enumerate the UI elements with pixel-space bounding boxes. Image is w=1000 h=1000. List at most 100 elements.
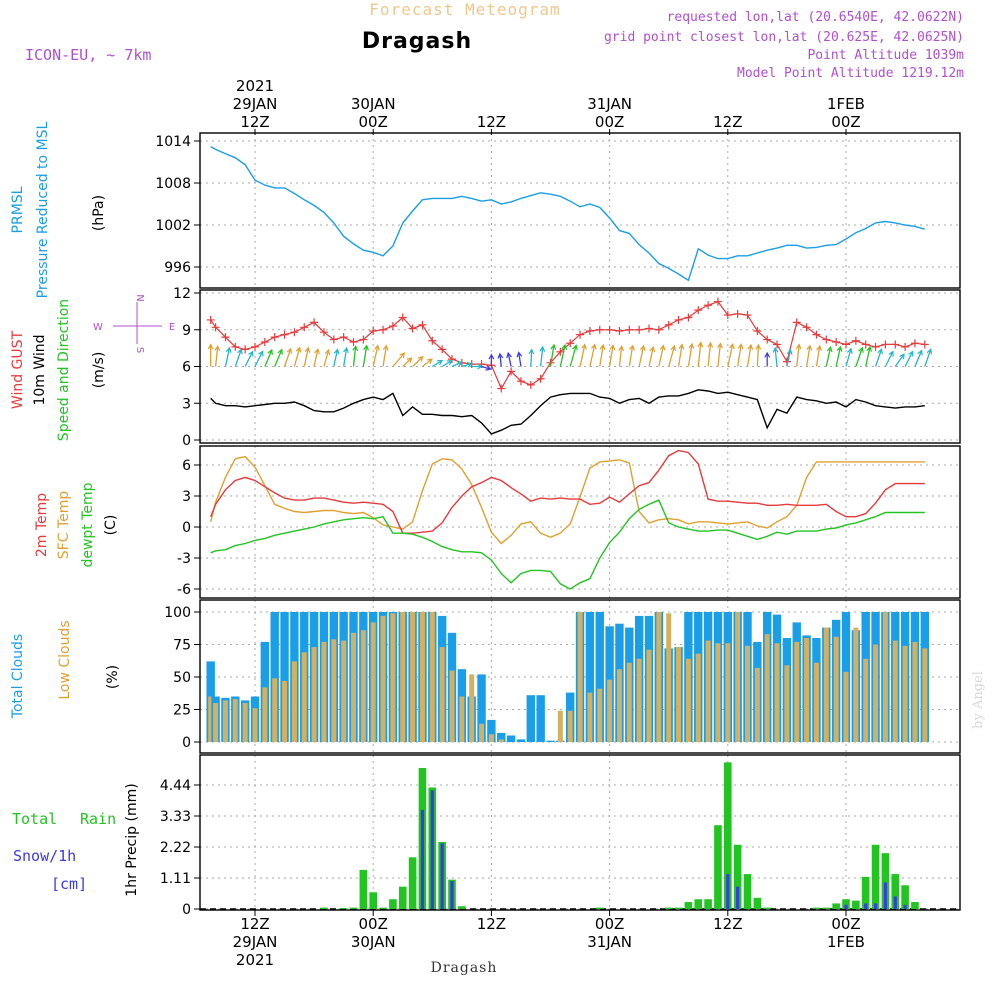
wind-arrow-head <box>343 346 349 353</box>
bar-low-clouds <box>892 640 898 742</box>
bar-rain <box>832 903 840 909</box>
bar-total-clouds <box>270 612 279 742</box>
wind-arrow <box>323 349 330 367</box>
bar-low-clouds <box>597 688 603 742</box>
y-tick-label: 6 <box>182 458 191 474</box>
gust-marker <box>792 318 801 327</box>
wind-arrow <box>343 347 348 367</box>
wind-arrow-head <box>497 352 504 359</box>
sfc-temp-label: SFC Temp <box>56 491 72 560</box>
y-tick-label: -3 <box>177 551 191 567</box>
bar-low-clouds <box>282 680 288 742</box>
bar-low-clouds <box>863 658 869 742</box>
wind-arrow <box>392 352 405 367</box>
pressure-unit-label: (hPa) <box>91 195 107 231</box>
wind-arrow-head <box>488 353 495 360</box>
bar-snow <box>420 809 425 909</box>
wind-arrow <box>333 349 339 367</box>
wind-arrow <box>855 347 863 367</box>
gust-marker <box>891 340 900 349</box>
wind-arrow <box>865 346 871 367</box>
wind-arrow-head <box>406 357 413 363</box>
bar-low-clouds <box>666 613 672 742</box>
gust-marker <box>723 311 732 320</box>
bar-low-clouds <box>557 710 563 742</box>
wind-arrow-head <box>363 344 369 351</box>
wind-arrow-head <box>314 347 320 355</box>
wind-arrow <box>264 349 273 367</box>
gust-marker <box>664 320 673 329</box>
snow-unit-label: [cm] <box>51 875 87 893</box>
bar-low-clouds <box>577 612 583 742</box>
gust-marker <box>881 340 890 349</box>
bar-snow <box>450 881 454 909</box>
wind-arrow-head <box>214 345 221 352</box>
y-tick-label: 75 <box>173 638 191 654</box>
wind-arrow-head <box>772 346 779 353</box>
panel-frame-precip <box>199 754 961 911</box>
panel-temperature: 6 3 0 -3 -6 <box>177 445 961 599</box>
bar-total-clouds <box>526 695 535 742</box>
y-tick-label: 12 <box>173 286 191 302</box>
wind-arrow <box>431 360 443 368</box>
series-sfc-temp <box>210 455 925 545</box>
bar-low-clouds <box>439 647 445 742</box>
bar-rain <box>753 897 762 909</box>
bar-low-clouds <box>459 696 465 742</box>
panel-frame-wind <box>199 289 961 444</box>
y-tick-label: 4.44 <box>160 778 191 794</box>
bar-rain <box>812 907 821 909</box>
dewpt-temp-label: dewpt Temp <box>80 482 96 567</box>
bar-low-clouds <box>705 640 711 742</box>
series-pressure <box>210 145 925 282</box>
wind-arrow <box>313 349 319 367</box>
wind-arrow <box>559 344 566 367</box>
y-tick-label: 2.22 <box>160 840 191 856</box>
wind-arrow <box>579 344 586 367</box>
bar-low-clouds <box>419 612 425 742</box>
location-title: Dragash <box>362 29 472 54</box>
bar-rain <box>389 899 397 909</box>
time-label-top: 00Z <box>359 113 388 131</box>
wind-arrow <box>352 346 357 367</box>
bar-low-clouds <box>853 627 859 742</box>
gust-marker <box>418 320 427 329</box>
wind-arrow-head <box>826 346 833 353</box>
bar-low-clouds <box>607 679 613 742</box>
compass-e: E <box>169 322 175 333</box>
requested-coords: requested lon,lat (20.6540E, 42.0622N) <box>667 10 964 25</box>
wind-arrow-head <box>207 343 214 350</box>
time-label-bottom: 29JAN <box>233 933 278 951</box>
bar-low-clouds <box>262 687 268 742</box>
gust-marker <box>773 340 782 349</box>
gust-marker <box>851 336 860 345</box>
bar-rain <box>359 869 368 909</box>
y-tick-label: 6 <box>182 360 191 376</box>
wind-arrow-head <box>466 361 473 368</box>
wind-arrow <box>254 351 264 367</box>
gust-marker <box>812 330 821 339</box>
gust-marker <box>753 326 762 335</box>
bar-low-clouds <box>685 658 691 742</box>
temp2m-label: 2m Temp <box>34 493 50 557</box>
wind-arrow <box>904 351 914 367</box>
bar-low-clouds <box>882 612 888 742</box>
wind-arrow-head <box>248 350 254 357</box>
bar-low-clouds <box>695 653 701 742</box>
time-label-top: 2021 <box>236 77 274 95</box>
wind-arrow-head <box>836 345 843 352</box>
wind-arrow <box>214 346 219 367</box>
bar-rain <box>733 844 742 909</box>
bar-rain <box>861 876 870 909</box>
wind-arrow <box>303 347 309 367</box>
gust-marker <box>339 333 348 342</box>
gust-marker <box>910 339 919 348</box>
bar-low-clouds <box>351 632 356 742</box>
y-tick-label: 50 <box>173 670 191 686</box>
bar-low-clouds <box>301 652 307 742</box>
bar-low-clouds <box>626 662 632 742</box>
gust-marker <box>576 330 585 339</box>
wind-arrow <box>451 361 463 368</box>
wind-arrow-head <box>755 343 762 350</box>
wind-arrow-head <box>539 345 546 352</box>
